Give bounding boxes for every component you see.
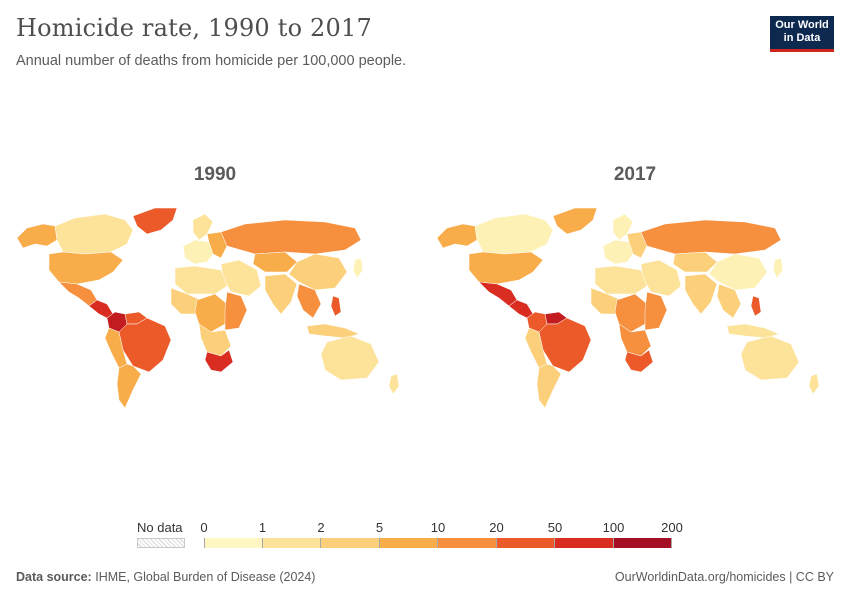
legend-tick-label: 0 [200,520,208,535]
map-year-label: 2017 [613,164,657,185]
region-southeast-asia [296,283,322,319]
region-east-africa [224,291,248,331]
region-usa [48,251,124,285]
legend-tick-label: 200 [661,520,683,535]
legend-swatch[interactable] [379,538,438,548]
region-central-africa [194,293,228,333]
region-east-africa [644,291,668,331]
region-alaska [436,223,478,249]
region-south-africa [204,349,234,373]
region-central-asia [252,251,298,273]
map-panel-1990: 1990 [15,160,415,420]
region-greenland [552,207,598,235]
region-canada [54,213,134,255]
region-central-asia [672,251,718,273]
legend-no-data-label: No data [137,520,183,535]
region-japan [352,257,364,279]
legend-tick-label: 10 [430,520,446,535]
region-north-africa [174,265,228,295]
logo-line-1: Our World [775,19,829,31]
region-southern-cone [116,363,142,409]
legend-tick-label: 50 [547,520,563,535]
region-china [288,253,348,291]
legend-tick-label: 2 [317,520,325,535]
region-central-africa [614,293,648,333]
region-southern-africa [618,323,652,357]
region-greenland [132,207,178,235]
world-map-1990[interactable] [15,200,415,420]
legend-tick-label: 20 [489,520,504,535]
legend-tick-label: 1 [258,520,267,535]
region-new-zealand [808,373,820,395]
legend-tick-label: 5 [375,520,384,535]
region-russia [220,219,362,255]
legend-swatch[interactable] [204,538,263,548]
region-japan [772,257,784,279]
region-indonesia [306,323,360,339]
region-australia [740,335,800,381]
data-source-label: Data source: [16,570,92,584]
map-panel-2017: 2017 [435,160,835,420]
region-europe-west [182,239,214,265]
legend-swatch[interactable] [613,538,672,548]
region-south-africa [624,349,654,373]
region-usa [468,251,544,285]
region-alaska [16,223,58,249]
legend-swatch[interactable] [555,538,614,548]
region-mexico [58,281,98,307]
region-north-africa [594,265,648,295]
region-europe-west [602,239,634,265]
legend-swatch[interactable] [262,538,321,548]
region-philippines [330,295,342,317]
legend-tick-label: 100 [602,520,625,535]
legend-swatch[interactable] [496,538,555,548]
region-southern-cone [536,363,562,409]
chart-subtitle: Annual number of deaths from homicide pe… [16,53,407,69]
owid-logo[interactable]: Our World in Data [770,16,834,52]
region-southern-africa [198,323,232,357]
legend-swatch[interactable] [321,538,380,548]
region-indonesia [726,323,780,339]
region-philippines [750,295,762,317]
region-china [708,253,768,291]
map-year-label: 1990 [193,164,237,185]
data-source-text: IHME, Global Burden of Disease (2024) [95,570,316,584]
region-new-zealand [388,373,400,395]
region-canada [474,213,554,255]
license-link[interactable]: OurWorldinData.org/homicides | CC BY [614,570,834,584]
data-source: Data source: IHME, Global Burden of Dise… [16,570,315,584]
region-mexico [478,281,518,307]
legend-swatch[interactable] [438,538,497,548]
color-legend: No data 0 1 2 5 10 20 50 100 200 [0,516,850,556]
region-southeast-asia [716,283,742,319]
region-india [684,273,718,315]
logo-line-2: in Data [783,32,821,44]
region-india [264,273,298,315]
chart-title: Homicide rate, 1990 to 2017 [16,14,372,42]
region-australia [320,335,380,381]
region-russia [640,219,782,255]
world-map-2017[interactable] [435,200,835,420]
legend-no-data-swatch[interactable] [137,538,185,548]
